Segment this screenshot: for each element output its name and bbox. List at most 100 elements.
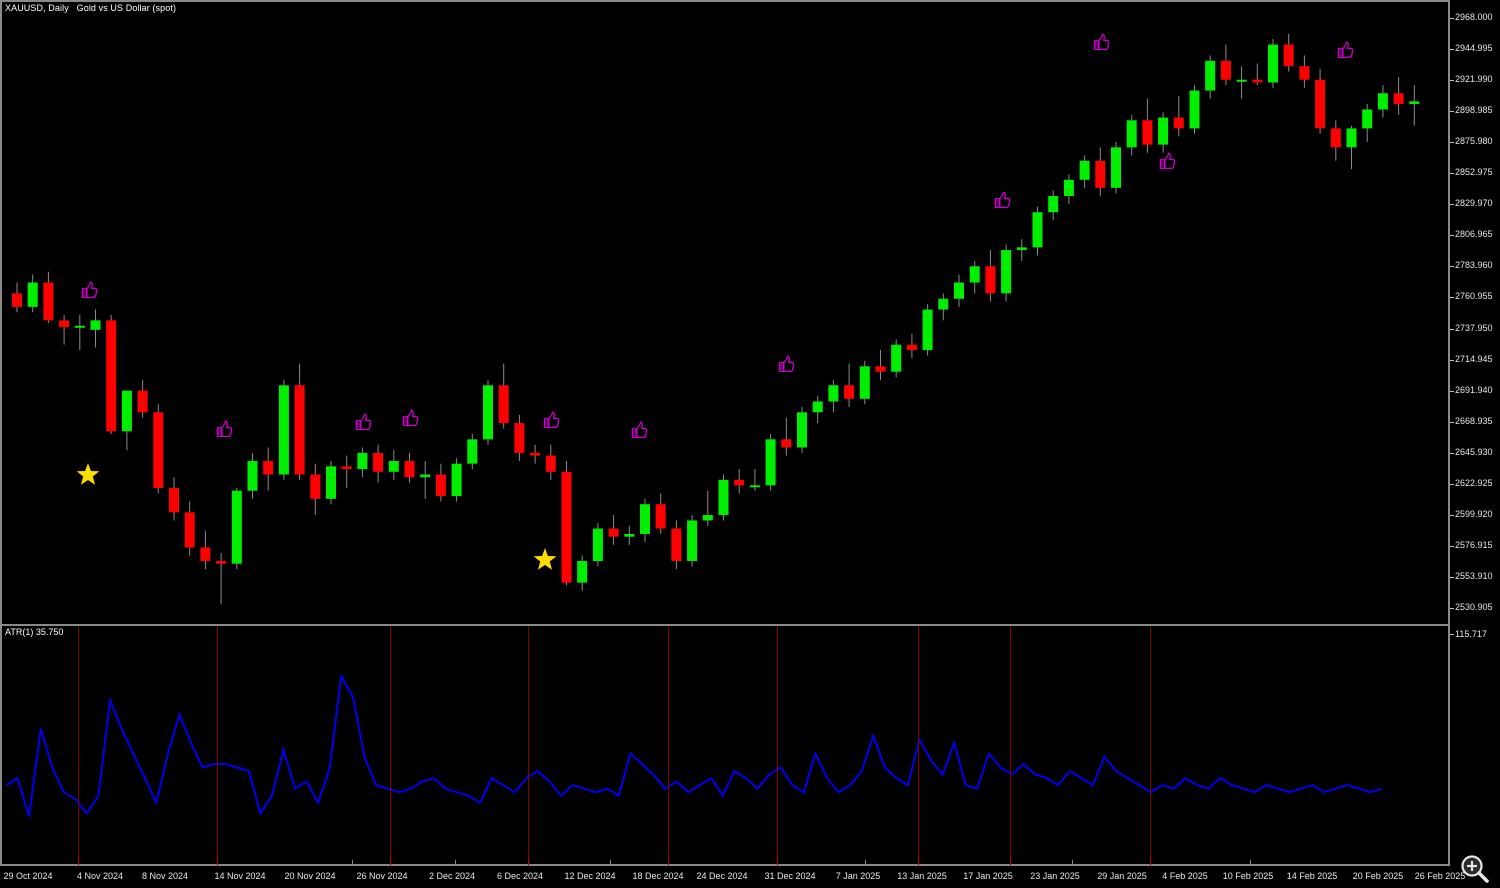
candle-body-bullish [812,401,823,413]
time-axis-label: 10 Feb 2025 [1222,871,1274,881]
candle-body-bullish [467,439,478,464]
candle-body-bullish [1001,250,1012,294]
time-axis[interactable]: 29 Oct 2024 4 Nov 2024 8 Nov 2024 14 Nov 20… [0,858,1500,888]
price-axis-label: 2806.965 [1455,229,1493,240]
price-axis-tick [1450,515,1454,517]
candle-body-bearish [1283,44,1294,67]
time-axis-label: 17 Jan 2025 [963,871,1013,881]
thumbs-up-icon [1158,150,1180,172]
candle-body-bullish [1048,195,1059,213]
candle-body-bullish [592,528,603,562]
price-axis-label: 2898.985 [1455,104,1493,115]
time-axis-minor-tick [455,860,456,866]
candle-body-bullish [1158,117,1169,145]
candle-body-bearish [561,471,572,583]
candle-body-bullish [938,298,949,310]
candle-body-bearish [216,561,227,564]
thumbs-up-icon [354,411,376,433]
time-axis-label: 14 Feb 2025 [1286,871,1338,881]
candle-body-bullish [577,561,588,583]
candle-body-bearish [1173,117,1184,129]
candle-body-bullish [922,309,933,351]
candle-body-bullish [702,515,713,521]
candle-body-bearish [1299,66,1310,80]
thumbs-up-icon [777,353,799,375]
candle-body-bearish [404,460,415,478]
candle-body-bullish [247,460,258,491]
candle-body-bearish [530,452,541,456]
price-axis-label: 2599.920 [1455,509,1493,520]
candle-body-bearish [1220,60,1231,80]
time-axis-label: 23 Jan 2025 [1030,871,1080,881]
price-axis-tick [1450,17,1454,19]
atr-gridline [918,626,919,864]
time-axis-label: 8 Nov 2024 [141,871,189,881]
candle-body-bearish [12,293,22,307]
candle-body-bearish [373,452,384,472]
price-axis-label: 2530.905 [1455,602,1493,613]
star-icon [75,462,101,488]
candle-body-bearish [671,528,682,562]
price-axis-label: 2691.940 [1455,384,1493,395]
candle-body-bullish [718,479,729,516]
atr-gridline [528,626,529,864]
candle-body-bullish [1016,247,1027,251]
candle-body-bearish [875,366,886,372]
time-axis-major-tick [777,858,778,866]
candle-body-bullish [1377,93,1388,110]
pane-divider[interactable] [0,624,1448,626]
time-axis-label: 14 Nov 2024 [214,871,266,881]
price-axis-tick [1450,452,1454,454]
candlestick-series [12,33,1420,605]
price-axis-label: 2737.950 [1455,322,1493,333]
price-axis-tick [1450,297,1454,299]
thumbs-up-icon [80,279,102,301]
time-axis-major-tick [1010,858,1011,866]
candle-body-bullish [1126,120,1137,148]
time-axis-label: 29 Oct 2024 [3,871,53,881]
time-axis-major-tick [217,858,218,866]
candle-body-bullish [749,485,760,488]
price-chart-pane[interactable]: XAUUSD, Daily Gold vs US Dollar (spot) [2,2,1448,624]
price-axis-tick [1450,328,1454,330]
time-axis-major-tick [668,858,669,866]
candle-body-bearish [59,320,70,328]
thumbs-up-icon [993,189,1015,211]
price-axis-label: 2921.990 [1455,73,1493,84]
candle-body-bullish [483,385,493,440]
candle-body-bullish [231,490,242,564]
candle-body-bullish [1205,60,1216,91]
candle-body-bearish [169,488,179,513]
candle-body-bullish [27,282,38,307]
candle-body-bullish [1346,128,1357,148]
time-axis-major-tick [390,858,391,866]
atr-gridline [390,626,391,864]
price-axis-label: 2829.970 [1455,198,1493,209]
time-axis-label: 12 Dec 2024 [564,871,616,881]
candle-body-bullish [954,282,964,299]
price-axis[interactable]: 115.717 2968.000 2944.995 2921.990 2898.985… [1450,0,1500,866]
time-axis-major-tick [528,858,529,866]
candle-body-bullish [1063,179,1074,196]
price-axis-label: 2760.955 [1455,291,1493,302]
time-axis-label: 29 Jan 2025 [1097,871,1147,881]
thumbs-up-icon [215,418,237,440]
candle-body-bearish [435,474,446,497]
atr-indicator-pane[interactable]: ATR(1) 35.750 [2,626,1448,864]
candle-body-bullish [1189,90,1200,129]
price-axis-label: 2968.000 [1455,11,1493,22]
price-axis-tick [1450,390,1454,392]
candle-body-bearish [1330,128,1341,148]
candle-body-bearish [1095,160,1106,188]
candle-body-bearish [200,547,211,562]
candle-body-bullish [451,463,462,497]
price-axis-tick [1450,110,1454,112]
price-axis-tick [1450,173,1454,175]
time-axis-label: 2 Dec 2024 [428,871,476,881]
atr-gridline [777,626,778,864]
zoom-in-magnifier-icon[interactable] [1456,852,1496,886]
atr-gridline [217,626,218,864]
time-axis-minor-tick [865,860,866,866]
time-axis-label: 4 Feb 2025 [1162,871,1208,881]
thumbs-up-icon [542,409,564,431]
